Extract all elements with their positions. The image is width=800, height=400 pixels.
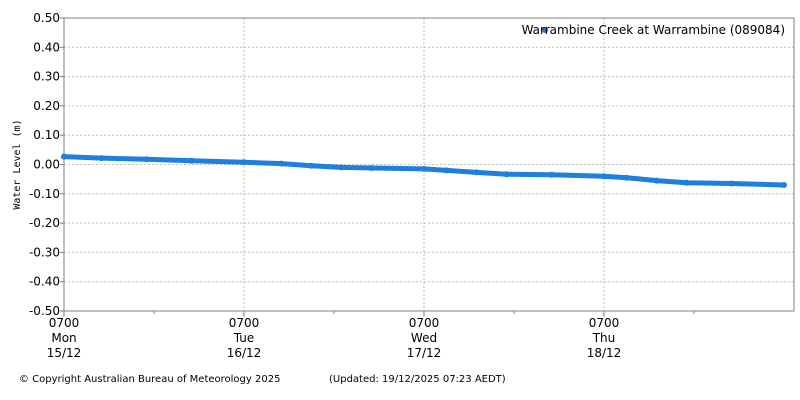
data-point xyxy=(143,156,150,163)
series-trace xyxy=(61,154,787,188)
x-tick-label-time: 0700 xyxy=(409,316,440,330)
data-point xyxy=(683,179,690,186)
data-point xyxy=(781,182,787,188)
copyright-notice: © Copyright Australian Bureau of Meteoro… xyxy=(19,374,281,385)
x-tick-label-date: 18/12 xyxy=(587,346,622,360)
data-point xyxy=(473,169,480,176)
y-tick-label: 0.20 xyxy=(33,99,60,113)
legend-marker xyxy=(542,27,548,33)
data-point xyxy=(623,174,630,181)
x-axis-ticks: 0700Mon15/120700Tue16/120700Wed17/120700… xyxy=(47,311,695,360)
x-tick-label-time: 0700 xyxy=(49,316,80,330)
y-axis-label: Water Level (m) xyxy=(12,119,23,209)
y-tick-label: 0.10 xyxy=(33,128,60,142)
y-tick-label: 0.30 xyxy=(33,70,60,84)
x-tick-label-date: 16/12 xyxy=(227,346,262,360)
y-tick-label: -0.10 xyxy=(29,187,60,201)
data-point xyxy=(368,165,375,171)
data-point xyxy=(241,159,247,166)
data-point xyxy=(338,164,345,171)
data-point xyxy=(421,165,427,172)
x-tick-label-day: Wed xyxy=(411,331,437,345)
updated-timestamp: (Updated: 19/12/2025 07:23 AEDT) xyxy=(329,374,506,385)
x-tick-label-date: 17/12 xyxy=(407,346,442,360)
data-point xyxy=(728,180,735,187)
y-tick-label: -0.50 xyxy=(29,304,60,318)
x-tick-label-day: Tue xyxy=(233,331,255,345)
x-tick-label-date: 15/12 xyxy=(47,346,82,360)
y-tick-label: -0.30 xyxy=(29,245,60,259)
data-point xyxy=(601,173,607,180)
data-point xyxy=(308,162,315,169)
x-tick-label-day: Mon xyxy=(51,331,76,345)
data-point xyxy=(98,155,105,162)
data-point xyxy=(653,177,660,184)
x-tick-label-time: 0700 xyxy=(229,316,260,330)
data-point xyxy=(188,157,195,164)
y-tick-label: -0.40 xyxy=(29,275,60,289)
legend-entry: Warrambine Creek at Warrambine (089084) xyxy=(522,23,785,37)
y-axis-ticks: 0.50 0.40 0.30 0.20 0.10 0.00 -0.10 -0.20 -0.30 -… xyxy=(29,11,64,318)
data-point xyxy=(443,167,450,174)
data-point xyxy=(548,171,555,178)
grid-lines xyxy=(64,18,794,311)
y-tick-label: 0.40 xyxy=(33,40,60,54)
x-tick-label-day: Thu xyxy=(592,331,616,345)
series-warrambine-creek xyxy=(61,153,787,188)
y-tick-label: -0.20 xyxy=(29,216,60,230)
legend: Warrambine Creek at Warrambine (089084) xyxy=(522,23,785,37)
y-tick-label: 0.00 xyxy=(33,158,60,172)
data-point xyxy=(503,171,510,178)
y-tick-label: 0.50 xyxy=(33,11,60,25)
x-tick-label-time: 0700 xyxy=(589,316,620,330)
data-point xyxy=(61,153,67,160)
data-point xyxy=(278,160,285,167)
